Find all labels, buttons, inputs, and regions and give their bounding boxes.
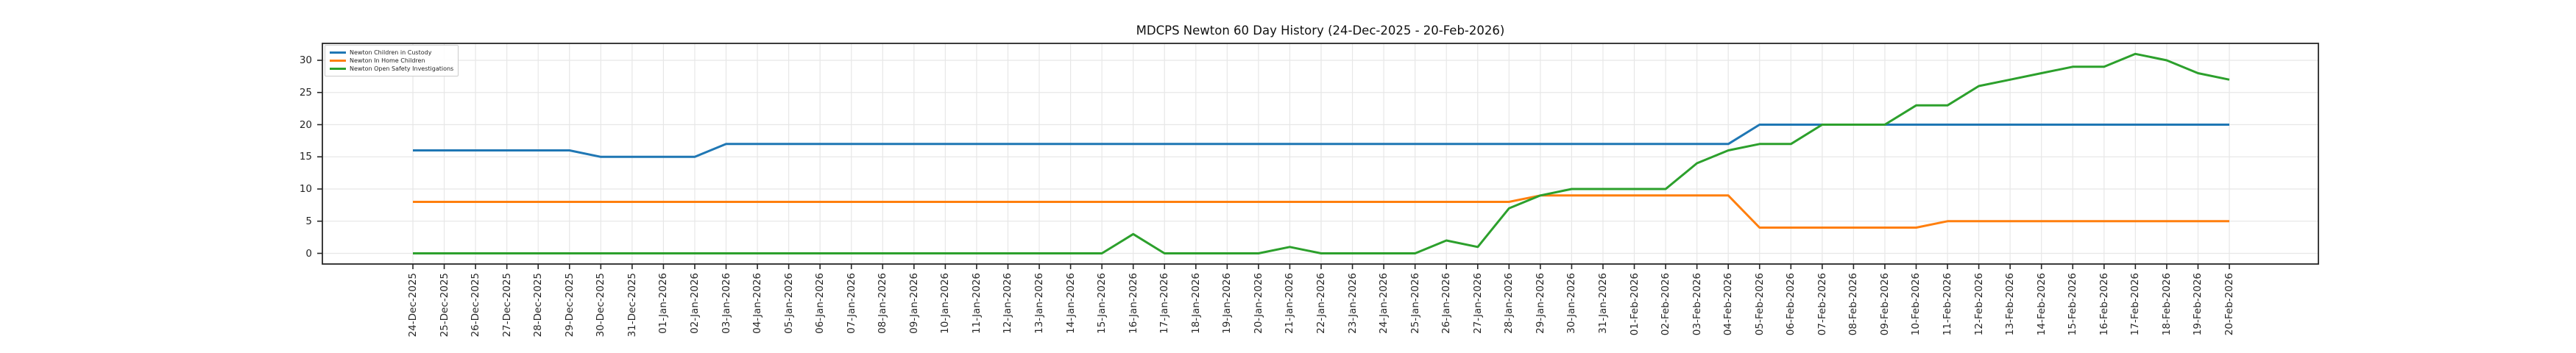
x-tick-label: 14-Feb-2026 <box>2035 273 2048 336</box>
x-tick-label: 07-Jan-2026 <box>845 273 857 334</box>
x-tick-label: 20-Feb-2026 <box>2223 273 2235 336</box>
x-tick-label: 13-Feb-2026 <box>2004 273 2017 336</box>
series-line-newton-in-home-children <box>413 194 2229 229</box>
legend-swatch <box>330 68 346 70</box>
x-tick-label: 19-Jan-2026 <box>1221 273 1234 334</box>
x-tick-label: 03-Jan-2026 <box>720 273 732 334</box>
series-line-newton-children-in-custody <box>413 124 2229 158</box>
x-tick-label: 16-Feb-2026 <box>2098 273 2110 336</box>
x-tick-label: 08-Feb-2026 <box>1847 273 1860 336</box>
y-tick-label: 15 <box>299 151 312 163</box>
x-tick-label: 30-Dec-2025 <box>595 273 607 338</box>
legend: Newton Children in Custody Newton In Hom… <box>325 45 459 76</box>
legend-label: Newton In Home Children <box>350 57 425 64</box>
x-tick-label: 27-Jan-2026 <box>1471 273 1484 334</box>
y-tick-label: 10 <box>299 183 312 195</box>
x-tick-label: 01-Jan-2026 <box>657 273 670 334</box>
x-tick-label: 30-Jan-2026 <box>1565 273 1578 334</box>
plot-border <box>322 43 2319 265</box>
x-tick-label: 17-Feb-2026 <box>2129 273 2142 336</box>
x-tick-label: 31-Jan-2026 <box>1596 273 1609 334</box>
series-line-newton-open-safety-investigations <box>413 52 2230 254</box>
x-tick-label: 16-Jan-2026 <box>1127 273 1139 334</box>
y-tick-label: 20 <box>299 118 312 131</box>
x-tick-label: 15-Jan-2026 <box>1096 273 1108 334</box>
x-tick-label: 12-Jan-2026 <box>1002 273 1014 334</box>
legend-item-open-safety-investigations: Newton Open Safety Investigations <box>330 65 453 73</box>
y-tick-label: 0 <box>305 247 312 260</box>
x-tick-label: 08-Jan-2026 <box>877 273 889 334</box>
x-tick-label: 14-Jan-2026 <box>1064 273 1077 334</box>
x-tick-label: 28-Jan-2026 <box>1503 273 1515 334</box>
legend-label: Newton Open Safety Investigations <box>350 65 454 72</box>
x-tick-label: 21-Jan-2026 <box>1284 273 1296 334</box>
chart-title: MDCPS Newton 60 Day History (24-Dec-2025… <box>1136 24 1505 38</box>
x-tick-label: 29-Jan-2026 <box>1534 273 1546 334</box>
legend-label: Newton Children in Custody <box>350 49 432 56</box>
x-tick-label: 29-Dec-2025 <box>563 273 576 338</box>
x-tick-label: 17-Jan-2026 <box>1158 273 1171 334</box>
x-tick-label: 10-Jan-2026 <box>939 273 952 334</box>
x-tick-label: 27-Dec-2025 <box>500 273 513 338</box>
x-tick-label: 22-Jan-2026 <box>1315 273 1327 334</box>
x-tick-label: 09-Jan-2026 <box>907 273 920 334</box>
x-tick-label: 06-Feb-2026 <box>1785 273 1797 336</box>
x-tick-label: 19-Feb-2026 <box>2192 273 2204 336</box>
x-tick-label: 11-Jan-2026 <box>970 273 983 334</box>
x-tick-label: 02-Feb-2026 <box>1660 273 1672 336</box>
x-tick-label: 13-Jan-2026 <box>1033 273 1046 334</box>
x-tick-label: 11-Feb-2026 <box>1942 273 1954 336</box>
x-tick-label: 05-Jan-2026 <box>782 273 795 334</box>
x-tick-label: 09-Feb-2026 <box>1878 273 1891 336</box>
x-tick-label: 04-Jan-2026 <box>751 273 764 334</box>
x-tick-label: 06-Jan-2026 <box>814 273 827 334</box>
x-tick-label: 26-Jan-2026 <box>1440 273 1453 334</box>
x-tick-label: 24-Dec-2025 <box>407 273 419 338</box>
x-tick-label: 25-Dec-2025 <box>438 273 450 338</box>
y-tick-label: 25 <box>299 86 312 99</box>
x-tick-label: 07-Feb-2026 <box>1816 273 1828 336</box>
x-tick-label: 15-Feb-2026 <box>2067 273 2079 336</box>
x-tick-label: 18-Feb-2026 <box>2160 273 2173 336</box>
x-tick-label: 04-Feb-2026 <box>1722 273 1735 336</box>
y-tick-label: 5 <box>305 215 312 227</box>
x-tick-label: 25-Jan-2026 <box>1409 273 1421 334</box>
x-tick-label: 03-Feb-2026 <box>1691 273 1703 336</box>
legend-item-in-home-children: Newton In Home Children <box>330 57 453 65</box>
x-tick-label: 24-Jan-2026 <box>1378 273 1390 334</box>
legend-item-children-in-custody: Newton Children in Custody <box>330 49 453 57</box>
x-tick-label: 02-Jan-2026 <box>688 273 701 334</box>
x-tick-label: 28-Dec-2025 <box>532 273 545 338</box>
legend-swatch <box>330 60 346 62</box>
legend-swatch <box>330 51 346 54</box>
x-tick-label: 01-Feb-2026 <box>1628 273 1641 336</box>
x-tick-label: 20-Jan-2026 <box>1252 273 1264 334</box>
x-tick-label: 05-Feb-2026 <box>1753 273 1766 336</box>
x-tick-label: 23-Jan-2026 <box>1346 273 1359 334</box>
x-tick-label: 26-Dec-2025 <box>470 273 482 338</box>
x-tick-label: 10-Feb-2026 <box>1910 273 1922 336</box>
x-tick-label: 18-Jan-2026 <box>1189 273 1202 334</box>
x-tick-label: 12-Feb-2026 <box>1972 273 1985 336</box>
y-tick-label: 30 <box>299 54 312 66</box>
x-tick-label: 31-Dec-2025 <box>626 273 638 338</box>
